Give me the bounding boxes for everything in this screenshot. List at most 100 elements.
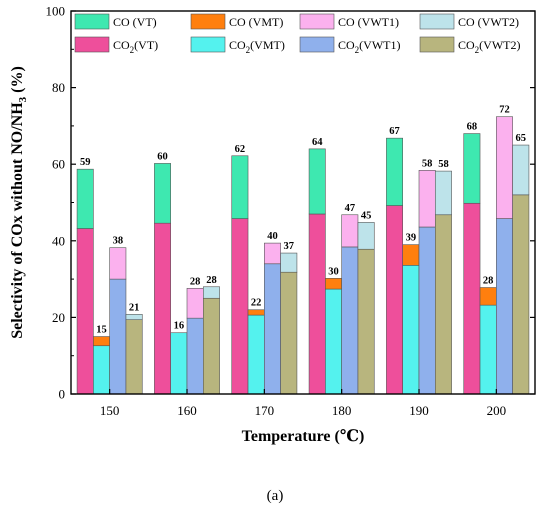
legend-label-co-vmt: CO (VMT) xyxy=(229,15,283,29)
y-axis: 0 20 40 60 80 100 xyxy=(46,4,535,402)
x-tick-label: 180 xyxy=(332,403,352,418)
panel-caption: (a) xyxy=(267,488,284,504)
legend-label-co2-vwt1: CO2(VWT1) xyxy=(338,38,401,55)
x-tick-label: 200 xyxy=(487,403,507,418)
bar-co-vt-180 xyxy=(308,148,326,215)
bar-co-vwt2-200 xyxy=(512,144,530,196)
bar-co2-vwt2-190 xyxy=(434,214,452,395)
bar-co-vwt2-190 xyxy=(434,170,452,216)
bar-co2-vmt-150 xyxy=(93,345,110,395)
legend-label-co-vwt2: CO (VWT2) xyxy=(458,15,519,29)
bar-co-vmt-180 xyxy=(325,278,342,290)
x-tick-label: 170 xyxy=(255,403,275,418)
total-label-vwt1-200: 72 xyxy=(499,105,510,116)
total-label-vt-190: 67 xyxy=(389,126,400,137)
bar-co-vt-170 xyxy=(231,155,249,219)
total-labels-layer: 59 15 38 21 60 16 28 28 62 22 40 37 64 30 47 45 67 39 58 58… xyxy=(80,105,526,336)
bar-co2-vwt1-160 xyxy=(186,317,204,395)
legend-swatch-co-vmt xyxy=(190,13,226,30)
bar-co2-vt-160 xyxy=(154,222,171,395)
bar-co2-vwt2-200 xyxy=(512,194,530,395)
legend: CO (VT) CO (VMT) CO (VWT1) CO (VWT2) CO2(VT)… xyxy=(74,13,521,55)
bar-co2-vt-180 xyxy=(308,213,326,395)
y-tick-label: 40 xyxy=(52,233,65,248)
legend-swatch-co-vt xyxy=(74,13,110,30)
y-tick-label: 100 xyxy=(46,4,66,19)
total-label-vwt2-170: 37 xyxy=(284,241,295,252)
bar-co-vwt1-190 xyxy=(418,170,436,228)
bar-co2-vwt1-150 xyxy=(109,278,127,395)
bar-co2-vwt1-170 xyxy=(264,263,281,395)
bar-co2-vwt1-200 xyxy=(496,218,513,395)
bar-co-vmt-150 xyxy=(93,336,110,347)
bar-co-vwt1-150 xyxy=(109,247,127,280)
bar-co2-vt-170 xyxy=(231,218,249,395)
total-label-vwt1-160: 28 xyxy=(190,276,201,287)
legend-label-co-vt: CO (VT) xyxy=(113,15,157,29)
legend-label-co2-vwt2: CO2(VWT2) xyxy=(458,38,521,55)
bar-co-vt-150 xyxy=(76,168,94,229)
y-tick-label: 60 xyxy=(52,157,65,172)
total-label-vwt2-190: 58 xyxy=(438,159,449,170)
total-label-vt-180: 64 xyxy=(312,137,323,148)
total-label-vwt1-150: 38 xyxy=(113,236,124,247)
bar-co2-vwt1-190 xyxy=(418,226,436,395)
legend-label-co-vwt1: CO (VWT1) xyxy=(338,15,399,29)
legend-swatch-co2-vt xyxy=(74,36,110,53)
total-label-vwt2-180: 45 xyxy=(361,210,372,221)
bar-co2-vmt-160 xyxy=(170,332,188,395)
total-label-vt-150: 59 xyxy=(80,157,91,168)
x-tick-label: 160 xyxy=(177,403,197,418)
bar-co-vwt2-160 xyxy=(203,286,220,299)
bar-co2-vmt-190 xyxy=(402,265,420,395)
legend-swatch-co-vwt2 xyxy=(419,13,455,30)
x-axis: 150 160 170 180 190 200 xyxy=(100,389,506,418)
total-label-vwt2-160: 28 xyxy=(206,275,217,286)
legend-swatch-co2-vwt1 xyxy=(299,36,335,53)
total-label-vwt1-170: 40 xyxy=(267,231,278,242)
y-tick-label: 20 xyxy=(52,310,65,325)
total-label-vt-160: 60 xyxy=(157,151,168,162)
x-axis-title: Temperature (℃) xyxy=(242,428,365,445)
total-label-vt-170: 62 xyxy=(235,144,246,155)
bar-co2-vwt2-180 xyxy=(357,248,375,395)
bar-co-vwt2-150 xyxy=(125,314,143,320)
bar-co-vwt1-160 xyxy=(186,287,204,319)
x-tick-label: 150 xyxy=(100,403,120,418)
legend-swatch-co2-vwt2 xyxy=(419,36,455,53)
total-label-vwt2-200: 65 xyxy=(516,133,527,144)
bar-co2-vmt-200 xyxy=(479,304,497,395)
total-label-vwt1-190: 58 xyxy=(422,158,433,169)
bar-co2-vt-150 xyxy=(76,228,94,395)
bar-co-vmt-190 xyxy=(402,244,420,266)
total-label-vmt-180: 30 xyxy=(328,266,339,277)
legend-label-co2-vmt: CO2(VMT) xyxy=(229,38,285,55)
total-label-vt-200: 68 xyxy=(467,122,478,133)
total-label-vmt-170: 22 xyxy=(251,298,262,309)
total-label-vmt-200: 28 xyxy=(483,276,494,287)
bar-co2-vwt2-160 xyxy=(203,297,220,395)
bar-co-vwt1-180 xyxy=(341,214,359,248)
total-label-vwt1-180: 47 xyxy=(345,203,356,214)
bar-co2-vwt1-180 xyxy=(341,246,359,395)
bar-co-vt-190 xyxy=(386,137,403,206)
bar-co2-vmt-180 xyxy=(325,288,342,395)
y-tick-label: 0 xyxy=(59,387,66,402)
legend-swatch-co2-vmt xyxy=(190,36,226,53)
y-tick-label: 80 xyxy=(52,80,65,95)
bar-co-vwt1-200 xyxy=(496,116,513,219)
bars-layer xyxy=(76,116,530,395)
bar-co-vwt1-170 xyxy=(264,242,281,265)
y-axis-title: Selectivity of COx without NO/NH3 (%) xyxy=(9,66,29,339)
bar-co-vmt-200 xyxy=(479,287,497,306)
legend-swatch-co-vwt1 xyxy=(299,13,335,30)
bar-co-vt-160 xyxy=(154,163,171,224)
x-tick-label: 190 xyxy=(409,403,429,418)
bar-co2-vwt2-150 xyxy=(125,319,143,395)
total-label-vmt-150: 15 xyxy=(96,325,107,336)
bar-co-vwt2-180 xyxy=(357,222,375,250)
total-label-vmt-160: 16 xyxy=(174,321,185,332)
bar-co2-vmt-170 xyxy=(247,314,265,395)
